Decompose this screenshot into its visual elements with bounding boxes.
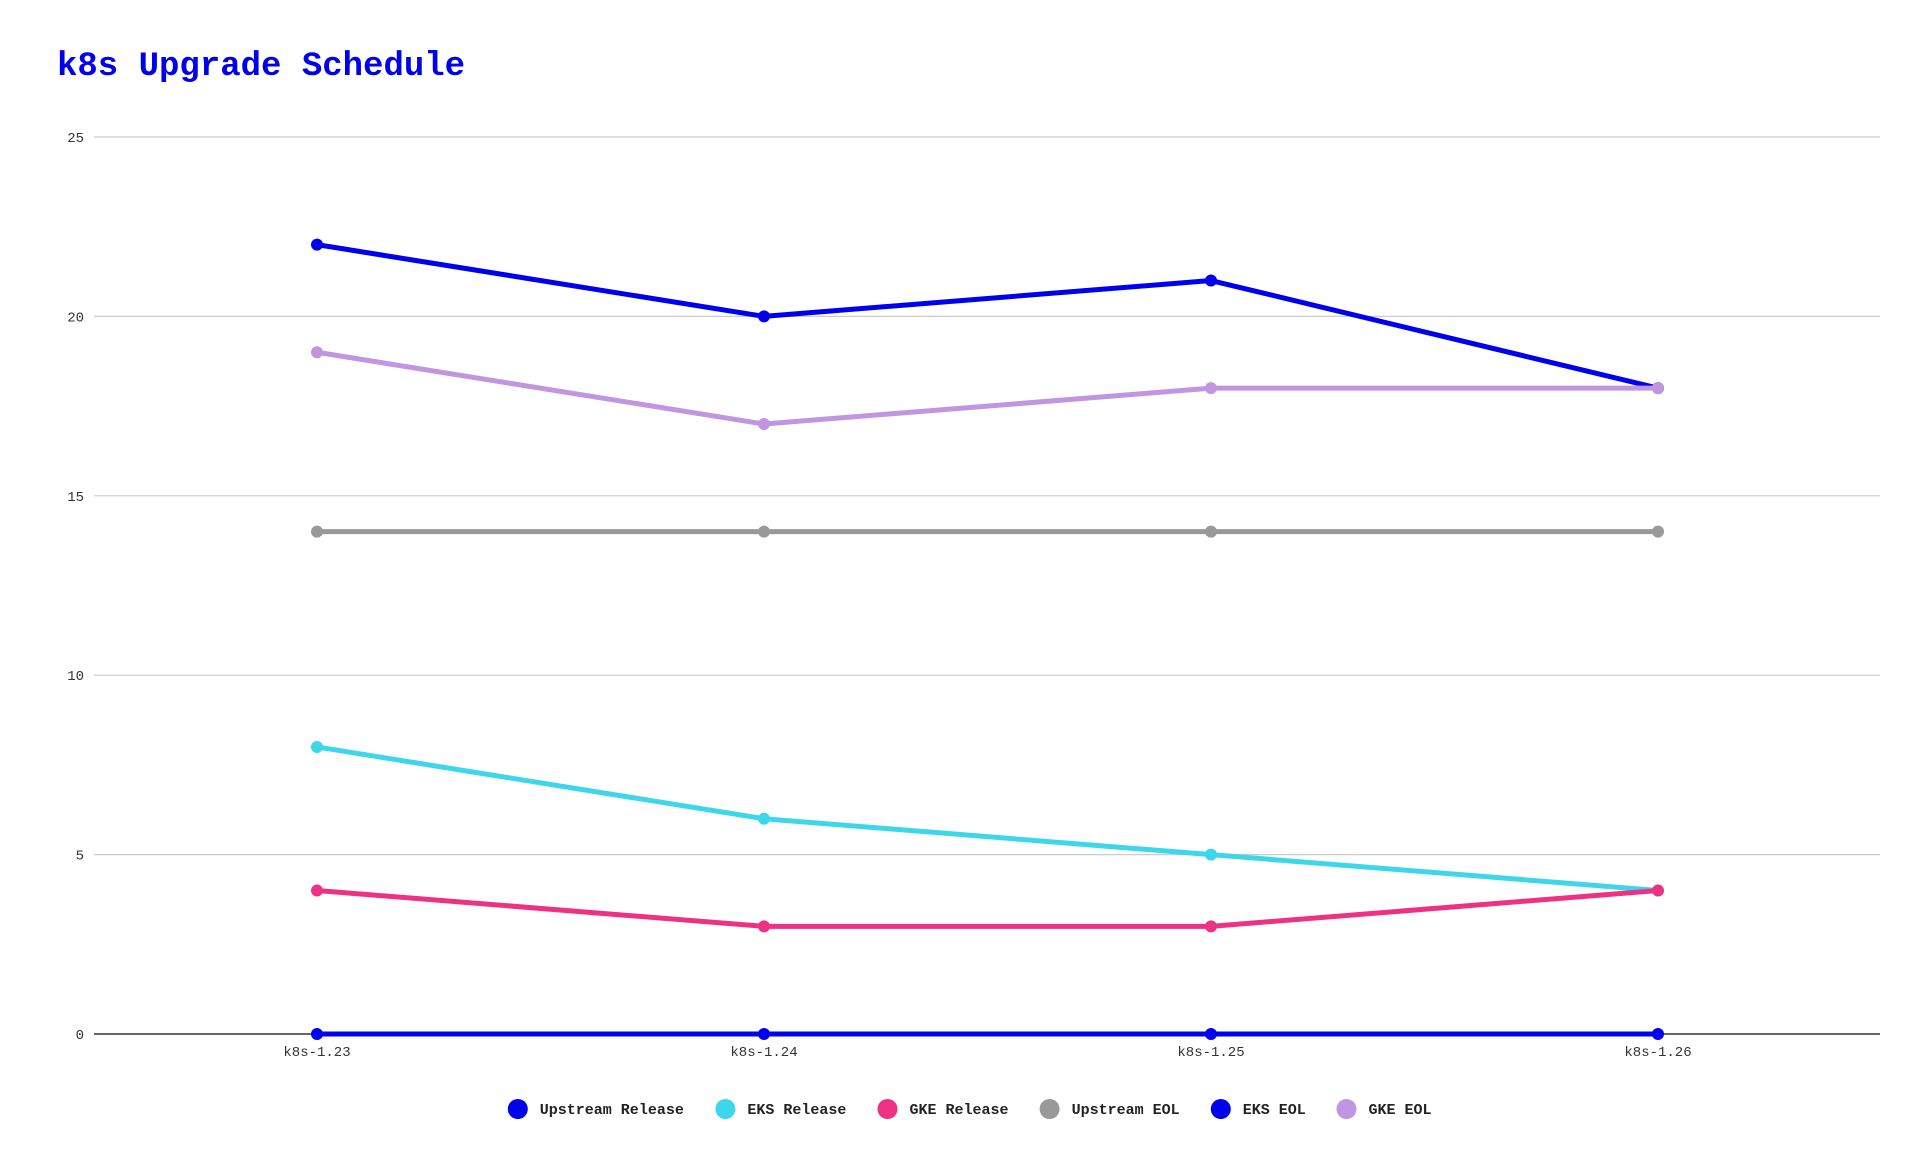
legend-marker [1039, 1099, 1060, 1119]
series-eks-release [311, 740, 1664, 897]
y-tick-label: 15 [67, 490, 84, 506]
series-gke-release [311, 884, 1664, 933]
data-point [758, 1028, 770, 1040]
data-point [1652, 1028, 1664, 1040]
data-point [1652, 382, 1664, 395]
data-point [1205, 848, 1217, 861]
data-point [311, 346, 323, 359]
data-point [758, 418, 770, 431]
series-upstream-eol [311, 525, 1664, 538]
data-point [311, 525, 323, 538]
data-point [1652, 884, 1664, 897]
data-point [311, 884, 323, 897]
data-point [758, 920, 770, 933]
legend-item[interactable]: GKE EOL [1336, 1099, 1432, 1119]
legend-label: Upstream Release [540, 1102, 684, 1119]
grid-lines [94, 136, 1880, 1035]
series-line [314, 349, 1661, 427]
y-tick-label: 20 [67, 310, 84, 326]
x-tick-label: k8s-1.24 [730, 1045, 797, 1061]
data-point [311, 1028, 323, 1040]
chart-title: k8s Upgrade Schedule [57, 48, 466, 86]
data-point [311, 238, 323, 251]
legend-marker [715, 1099, 736, 1119]
legend-label: EKS EOL [1243, 1102, 1306, 1119]
data-point [1205, 382, 1217, 395]
data-point [758, 525, 770, 538]
data-point [758, 812, 770, 825]
series-line [314, 744, 1661, 893]
legend-item[interactable]: EKS Release [715, 1099, 846, 1119]
series-line [314, 242, 1661, 391]
y-tick-label: 10 [67, 669, 84, 685]
legend-label: EKS Release [747, 1102, 846, 1119]
y-axis: 0 5 10 15 20 25 [67, 131, 84, 1044]
series-lines [311, 238, 1664, 1040]
legend-marker [1210, 1099, 1231, 1119]
legend-item[interactable]: Upstream Release [507, 1099, 684, 1119]
data-point [1205, 525, 1217, 538]
data-point [1652, 525, 1664, 538]
legend-item[interactable]: Upstream EOL [1039, 1099, 1180, 1119]
data-point [1205, 1028, 1217, 1040]
legend[interactable]: Upstream Release EKS Release GKE Release Up… [507, 1099, 1432, 1119]
legend-marker [1336, 1099, 1357, 1119]
data-point [1205, 920, 1217, 933]
legend-label: GKE Release [910, 1102, 1009, 1119]
series-line [314, 887, 1661, 929]
legend-marker [507, 1099, 528, 1119]
legend-item[interactable]: EKS EOL [1210, 1099, 1306, 1119]
y-tick-label: 25 [67, 131, 84, 147]
legend-label: Upstream EOL [1072, 1102, 1180, 1119]
x-tick-label: k8s-1.23 [283, 1045, 350, 1061]
x-tick-label: k8s-1.25 [1177, 1045, 1244, 1061]
y-tick-label: 0 [76, 1028, 84, 1044]
data-point [311, 740, 323, 753]
x-tick-label: k8s-1.26 [1624, 1045, 1691, 1061]
legend-marker [877, 1099, 898, 1119]
series-upstream-release [311, 1028, 1664, 1040]
legend-label: GKE EOL [1369, 1102, 1432, 1119]
data-point [758, 310, 770, 323]
series-gke-eol [311, 346, 1664, 431]
legend-item[interactable]: GKE Release [877, 1099, 1009, 1119]
data-point [1205, 274, 1217, 287]
x-axis: k8s-1.23 k8s-1.24 k8s-1.25 k8s-1.26 [283, 1045, 1691, 1061]
y-tick-label: 5 [76, 849, 84, 865]
